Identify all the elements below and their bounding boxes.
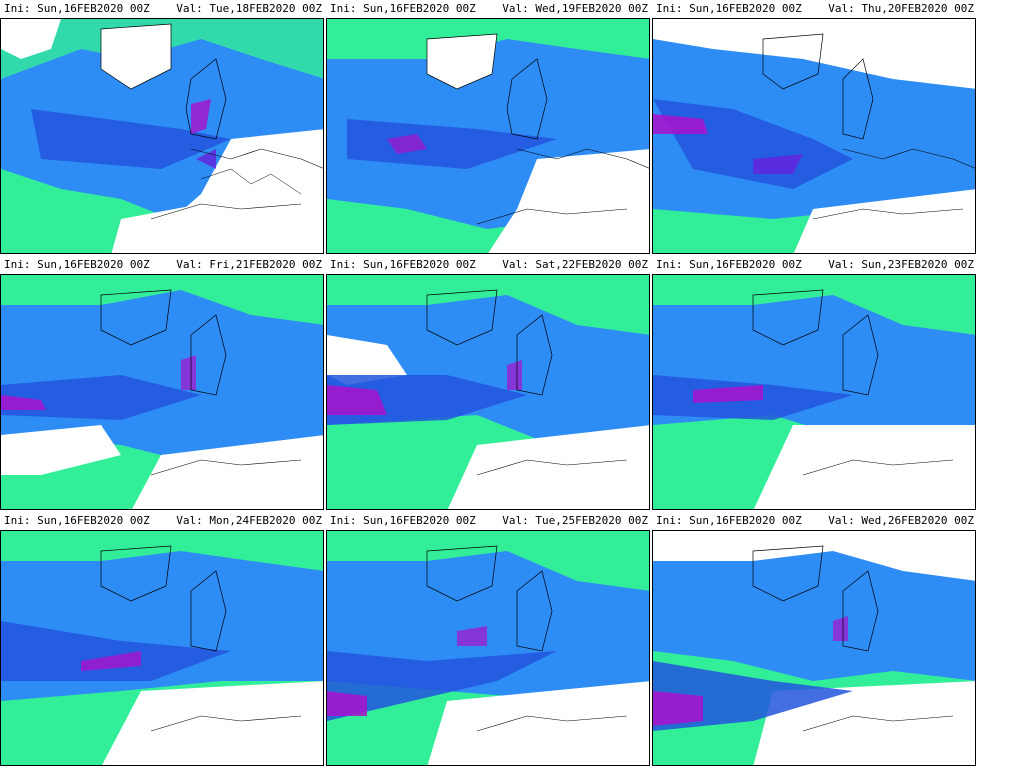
forecast-map <box>326 530 650 766</box>
forecast-map <box>0 18 324 254</box>
forecast-map <box>326 18 650 254</box>
forecast-panel-8: Ini: Sun,16FEB2020 00Z Val: Tue,25FEB202… <box>326 512 650 768</box>
valid-time-label: Val: Fri,21FEB2020 00Z <box>176 258 322 271</box>
valid-time-label: Val: Tue,25FEB2020 00Z <box>502 514 648 527</box>
map-graphic <box>1 531 323 765</box>
valid-time-label: Val: Wed,26FEB2020 00Z <box>828 514 974 527</box>
panel-header: Ini: Sun,16FEB2020 00Z Val: Wed,19FEB202… <box>326 0 650 18</box>
init-time-label: Ini: Sun,16FEB2020 00Z <box>4 2 150 15</box>
valid-time-label: Val: Sat,22FEB2020 00Z <box>502 258 648 271</box>
valid-time-label: Val: Thu,20FEB2020 00Z <box>828 2 974 15</box>
valid-time-label: Val: Wed,19FEB2020 00Z <box>502 2 648 15</box>
valid-time-label: Val: Tue,18FEB2020 00Z <box>176 2 322 15</box>
forecast-panel-5: Ini: Sun,16FEB2020 00Z Val: Sat,22FEB202… <box>326 256 650 512</box>
forecast-panel-4: Ini: Sun,16FEB2020 00Z Val: Fri,21FEB202… <box>0 256 324 512</box>
map-graphic <box>653 19 975 253</box>
forecast-map <box>326 274 650 510</box>
init-time-label: Ini: Sun,16FEB2020 00Z <box>4 514 150 527</box>
panel-header: Ini: Sun,16FEB2020 00Z Val: Mon,24FEB202… <box>0 512 324 530</box>
init-time-label: Ini: Sun,16FEB2020 00Z <box>330 2 476 15</box>
panel-header: Ini: Sun,16FEB2020 00Z Val: Sat,22FEB202… <box>326 256 650 274</box>
map-graphic <box>653 531 975 765</box>
init-time-label: Ini: Sun,16FEB2020 00Z <box>656 258 802 271</box>
init-time-label: Ini: Sun,16FEB2020 00Z <box>656 514 802 527</box>
forecast-map <box>0 530 324 766</box>
valid-time-label: Val: Sun,23FEB2020 00Z <box>828 258 974 271</box>
init-time-label: Ini: Sun,16FEB2020 00Z <box>330 258 476 271</box>
panel-header: Ini: Sun,16FEB2020 00Z Val: Tue,25FEB202… <box>326 512 650 530</box>
init-time-label: Ini: Sun,16FEB2020 00Z <box>330 514 476 527</box>
forecast-panel-9: Ini: Sun,16FEB2020 00Z Val: Wed,26FEB202… <box>652 512 976 768</box>
forecast-map <box>652 18 976 254</box>
map-graphic <box>653 275 975 509</box>
panel-header: Ini: Sun,16FEB2020 00Z Val: Sun,23FEB202… <box>652 256 976 274</box>
map-graphic <box>1 275 323 509</box>
forecast-panel-6: Ini: Sun,16FEB2020 00Z Val: Sun,23FEB202… <box>652 256 976 512</box>
map-graphic <box>1 19 323 253</box>
init-time-label: Ini: Sun,16FEB2020 00Z <box>4 258 150 271</box>
forecast-map <box>0 274 324 510</box>
forecast-panel-1: Ini: Sun,16FEB2020 00Z Val: Tue,18FEB202… <box>0 0 324 256</box>
forecast-map <box>652 274 976 510</box>
panel-header: Ini: Sun,16FEB2020 00Z Val: Fri,21FEB202… <box>0 256 324 274</box>
panel-header: Ini: Sun,16FEB2020 00Z Val: Wed,26FEB202… <box>652 512 976 530</box>
init-time-label: Ini: Sun,16FEB2020 00Z <box>656 2 802 15</box>
forecast-map <box>652 530 976 766</box>
map-graphic <box>327 275 649 509</box>
forecast-panel-7: Ini: Sun,16FEB2020 00Z Val: Mon,24FEB202… <box>0 512 324 768</box>
panel-header: Ini: Sun,16FEB2020 00Z Val: Tue,18FEB202… <box>0 0 324 18</box>
map-graphic <box>327 19 649 253</box>
forecast-panel-3: Ini: Sun,16FEB2020 00Z Val: Thu,20FEB202… <box>652 0 976 256</box>
panel-header: Ini: Sun,16FEB2020 00Z Val: Thu,20FEB202… <box>652 0 976 18</box>
map-graphic <box>327 531 649 765</box>
valid-time-label: Val: Mon,24FEB2020 00Z <box>176 514 322 527</box>
forecast-panel-2: Ini: Sun,16FEB2020 00Z Val: Wed,19FEB202… <box>326 0 650 256</box>
